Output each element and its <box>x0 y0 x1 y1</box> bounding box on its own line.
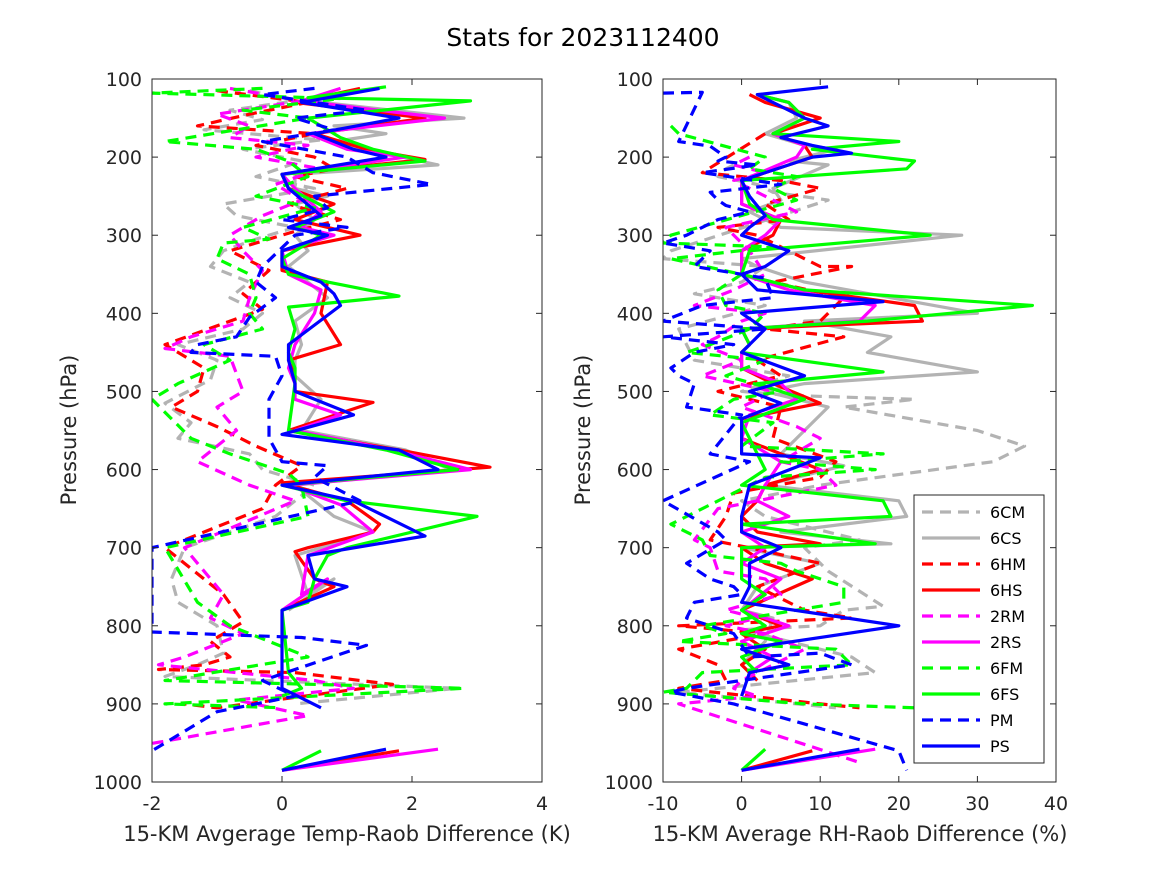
rh-y-tick-label: 300 <box>617 225 653 247</box>
legend-label-6hm: 6HM <box>990 555 1026 574</box>
rh-y-axis-label: Pressure (hPa) <box>571 355 595 506</box>
rh-x-axis-label: 15-KM Average RH-Raob Difference (%) <box>653 822 1068 846</box>
legend-label-2rm: 2RM <box>990 607 1025 626</box>
legend-label-2rs: 2RS <box>990 633 1021 652</box>
rh-panel: -10 0 10 20 30 40 100 200 300 400 500 600 700 800 900 1… <box>571 69 1068 846</box>
rh-y-tick-label: 400 <box>617 303 653 325</box>
temp-x-tick-label: -2 <box>143 793 162 815</box>
temp-series-6fs-sfc <box>281 749 322 772</box>
rh-x-tick-label: 10 <box>808 793 832 815</box>
legend: 6CM 6CS 6HM 6HS 2RM 2RS 6FM 6FS PM PS <box>913 494 1045 764</box>
temp-x-tick-label: 4 <box>536 793 548 815</box>
rh-series-6fs-sfc <box>740 748 767 772</box>
rh-series-6fs <box>739 93 1035 674</box>
temp-y-tick-label: 800 <box>106 616 142 638</box>
rh-x-tick-label: 20 <box>887 793 911 815</box>
legend-label-ps: PS <box>990 737 1010 756</box>
rh-y-tick-label: 200 <box>617 147 653 169</box>
temp-x-tick-label: 2 <box>406 793 418 815</box>
temp-y-tick-label: 100 <box>106 69 142 91</box>
rh-x-tick-label: 30 <box>965 793 989 815</box>
rh-y-tick-label: 1000 <box>605 772 653 794</box>
legend-label-6cm: 6CM <box>990 503 1025 522</box>
temp-series-pm <box>152 86 434 753</box>
temp-series-6hm <box>156 89 395 710</box>
legend-label-6fs: 6FS <box>990 685 1019 704</box>
temp-series-2rs-sfc <box>281 747 439 772</box>
temp-y-tick-label: 600 <box>106 460 142 482</box>
rh-series-pm <box>663 90 909 771</box>
rh-series-2rm <box>677 155 861 765</box>
rh-y-tick-label: 600 <box>617 460 653 482</box>
rh-y-tick-label: 900 <box>617 694 653 716</box>
temp-y-tick-label: 500 <box>106 381 142 403</box>
temp-series-6fm <box>152 86 466 710</box>
temp-series-ps <box>280 86 440 710</box>
temp-y-tick-label: 1000 <box>94 772 142 794</box>
temp-y-tick-label: 400 <box>106 303 142 325</box>
rh-y-tick-label: 500 <box>617 381 653 403</box>
temp-x-axis-label: 15-KM Avgerage Temp-Raob Difference (K) <box>123 822 571 846</box>
legend-label-6hs: 6HS <box>990 581 1022 600</box>
rh-series-ps-sfc <box>741 747 860 772</box>
temp-y-tick-label: 200 <box>106 147 142 169</box>
temp-y-tick-label: 900 <box>106 694 142 716</box>
temp-x-tick-label: 0 <box>276 793 288 815</box>
rh-plot-frame <box>662 78 1057 783</box>
temp-series-ps-sfc <box>281 747 387 772</box>
temp-y-tick-label: 300 <box>106 225 142 247</box>
legend-label-pm: PM <box>990 711 1013 730</box>
temp-y-tick-label: 700 <box>106 538 142 560</box>
legend-label-6cs: 6CS <box>990 529 1022 548</box>
temp-series-2rm <box>152 86 356 746</box>
temp-y-axis-label: Pressure (hPa) <box>57 355 81 506</box>
rh-x-tick-label: -10 <box>647 793 678 815</box>
rh-y-tick-label: 700 <box>617 538 653 560</box>
rh-x-tick-label: 40 <box>1044 793 1068 815</box>
legend-box <box>913 494 1045 764</box>
chart-title: Stats for 2023112400 <box>446 23 719 52</box>
temp-panel: -2 0 2 4 100 200 300 400 500 600 700 800 900 1000 15-… <box>57 69 571 846</box>
rh-x-tick-label: 0 <box>736 793 748 815</box>
rh-series-ps <box>739 85 901 697</box>
rh-y-tick-label: 100 <box>617 69 653 91</box>
temp-plot-frame <box>151 78 543 783</box>
legend-label-6fm: 6FM <box>990 659 1023 678</box>
rh-y-tick-label: 800 <box>617 616 653 638</box>
